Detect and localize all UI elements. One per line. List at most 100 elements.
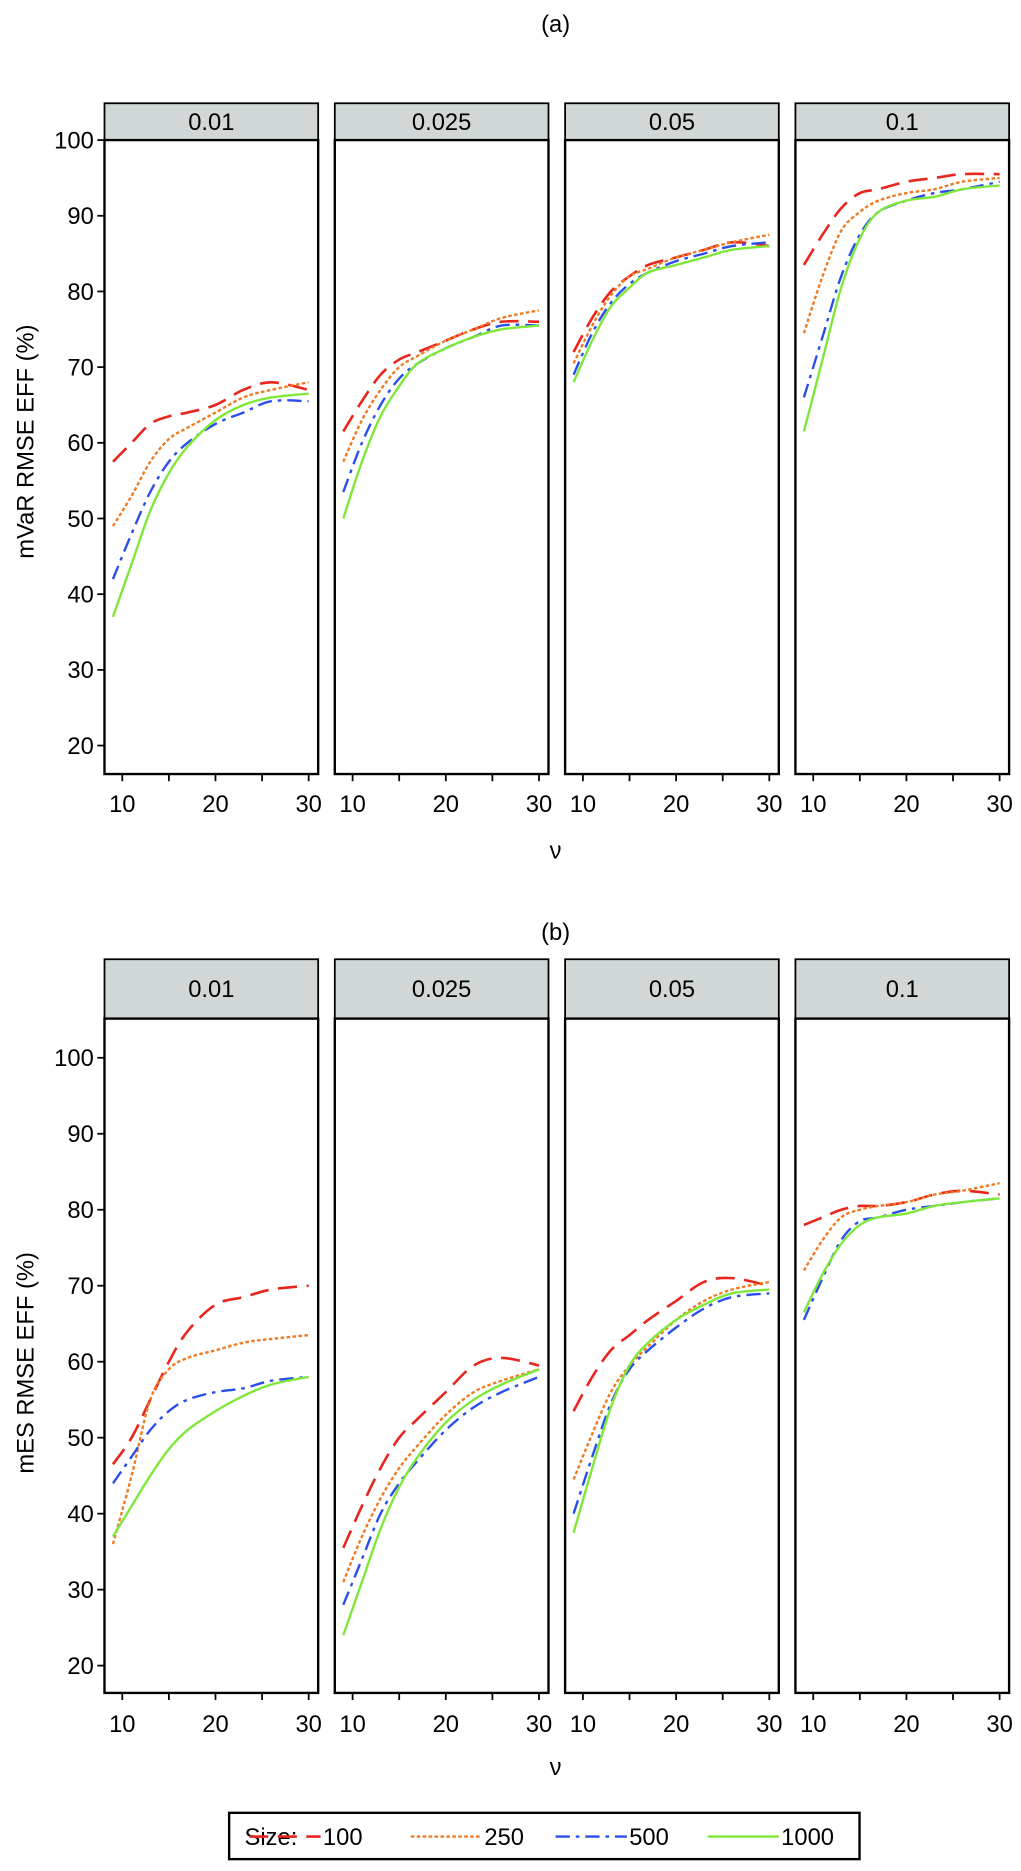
series-line-size-1000 — [111, 392, 309, 618]
panel-a-title: (a) — [541, 12, 570, 38]
x-tick-label: 20 — [202, 792, 228, 818]
x-tick-label: 20 — [433, 1712, 459, 1738]
x-tick-label: 20 — [433, 792, 459, 818]
series-line-size-500 — [111, 399, 309, 580]
legend-label-250: 250 — [484, 1825, 524, 1851]
series-line-size-250 — [802, 1181, 1000, 1272]
facet-panel-0.025: 0.025 10 20 30 — [333, 102, 552, 818]
facet-strip-label: 0.01 — [188, 110, 234, 136]
y-tick-label: 40 — [67, 582, 93, 608]
x-tick-label: 10 — [570, 1712, 596, 1738]
x-tick-label: 10 — [339, 792, 365, 818]
x-tick-label: 30 — [756, 1712, 782, 1738]
facet-strip-label: 0.1 — [886, 110, 919, 136]
y-tick-label: 80 — [67, 1198, 93, 1224]
x-tick-label: 20 — [663, 792, 689, 818]
y-tick-label: 60 — [67, 431, 93, 457]
y-tick-label: 40 — [67, 1502, 93, 1528]
series-line-size-250 — [342, 1368, 540, 1583]
y-axis-label-b: mES RMSE EFF (%) — [13, 1252, 39, 1474]
series-line-size-100 — [572, 1276, 770, 1412]
facet-panel-0.05: 0.05 10 20 30 — [563, 958, 783, 1738]
series-line-size-250 — [111, 1333, 309, 1545]
x-tick-label: 20 — [893, 792, 919, 818]
legend-label-100: 100 — [323, 1825, 363, 1851]
series-line-size-1000 — [111, 1375, 309, 1538]
facet-panel-0.01: 0.01 10 20 30 20 30 40 50 60 70 80 90 100 — [54, 958, 322, 1738]
x-tick-label: 20 — [893, 1712, 919, 1738]
y-tick-label: 70 — [67, 1274, 93, 1300]
panel-frame — [103, 1017, 320, 1695]
x-tick-label: 20 — [663, 1712, 689, 1738]
series-line-size-500 — [572, 1292, 770, 1515]
facet-strip — [794, 958, 1011, 1020]
facet-strip — [103, 958, 320, 1020]
x-tick-label: 30 — [526, 792, 552, 818]
series-line-size-1000 — [802, 184, 1000, 432]
panel-b-title: (b) — [541, 920, 570, 946]
y-tick-label: 50 — [67, 507, 93, 533]
facet-strip-label: 0.1 — [886, 977, 919, 1003]
legend-label-500: 500 — [629, 1825, 669, 1851]
y-tick-label: 70 — [67, 355, 93, 381]
legend-label-1000: 1000 — [781, 1825, 834, 1851]
x-tick-label: 20 — [202, 1712, 228, 1738]
x-axis-label-a: ν — [550, 838, 562, 864]
series-line-size-100 — [342, 319, 539, 433]
panel-frame — [563, 1017, 780, 1695]
series-line-size-250 — [342, 309, 540, 463]
facet-strip — [103, 102, 320, 141]
series-line-size-100 — [112, 380, 309, 463]
legend-title: Size: — [245, 1825, 298, 1851]
y-tick-label: 30 — [67, 1578, 93, 1604]
facet-panel-0.01: 0.01 10 20 30 20 30 40 50 60 70 80 90 100 — [54, 102, 322, 818]
y-axis-label-a: mVaR RMSE EFF (%) — [13, 324, 39, 558]
series-line-size-1000 — [572, 1288, 770, 1533]
series-line-size-1000 — [342, 324, 540, 519]
x-tick-label: 10 — [800, 1712, 826, 1738]
x-tick-label: 10 — [109, 1712, 135, 1738]
y-tick-label: 30 — [67, 658, 93, 684]
x-tick-label: 30 — [986, 1712, 1012, 1738]
y-tick-label: 90 — [67, 204, 93, 230]
series-line-size-1000 — [342, 1368, 540, 1636]
facet-strip-label: 0.025 — [412, 110, 471, 136]
x-tick-label: 30 — [986, 792, 1012, 818]
series-line-size-250 — [572, 233, 770, 364]
y-tick-label: 50 — [67, 1426, 93, 1452]
y-tick-label: 80 — [67, 280, 93, 306]
y-tick-label: 60 — [67, 1350, 93, 1376]
facet-panel-0.1: 0.1 10 20 30 — [794, 958, 1013, 1738]
x-tick-label: 30 — [526, 1712, 552, 1738]
x-tick-label: 10 — [339, 1712, 365, 1738]
panel-frame — [794, 138, 1011, 776]
panel-frame — [333, 138, 550, 776]
facet-strip-label: 0.05 — [649, 110, 695, 136]
series-line-size-500 — [111, 1375, 309, 1484]
facet-panel-0.05: 0.05 10 20 30 — [563, 102, 783, 818]
series-line-size-100 — [802, 172, 1000, 266]
series-line-size-100 — [803, 1189, 1000, 1227]
facet-strip — [333, 102, 550, 141]
facet-strip-label: 0.01 — [188, 977, 234, 1003]
x-tick-label: 30 — [295, 1712, 321, 1738]
series-line-size-1000 — [572, 244, 770, 383]
x-tick-label: 30 — [295, 792, 321, 818]
facet-panel-0.025: 0.025 10 20 30 — [333, 958, 552, 1738]
series-line-size-500 — [802, 180, 1000, 398]
y-tick-label: 20 — [67, 734, 93, 760]
y-tick-label: 100 — [54, 1046, 94, 1072]
panel-frame — [103, 138, 320, 776]
facet-panel-0.1: 0.1 10 20 30 — [794, 102, 1013, 818]
series-line-size-250 — [111, 381, 309, 527]
facet-strip-label: 0.025 — [412, 977, 471, 1003]
y-tick-label: 100 — [54, 128, 94, 154]
series-line-size-100 — [111, 1284, 309, 1466]
x-tick-label: 30 — [756, 792, 782, 818]
legend: Size: 100 250 500 1000 — [227, 1811, 861, 1861]
x-tick-label: 10 — [570, 792, 596, 818]
panel-frame — [563, 138, 780, 776]
facet-strip-label: 0.05 — [649, 977, 695, 1003]
x-axis-label-b: ν — [550, 1755, 562, 1781]
